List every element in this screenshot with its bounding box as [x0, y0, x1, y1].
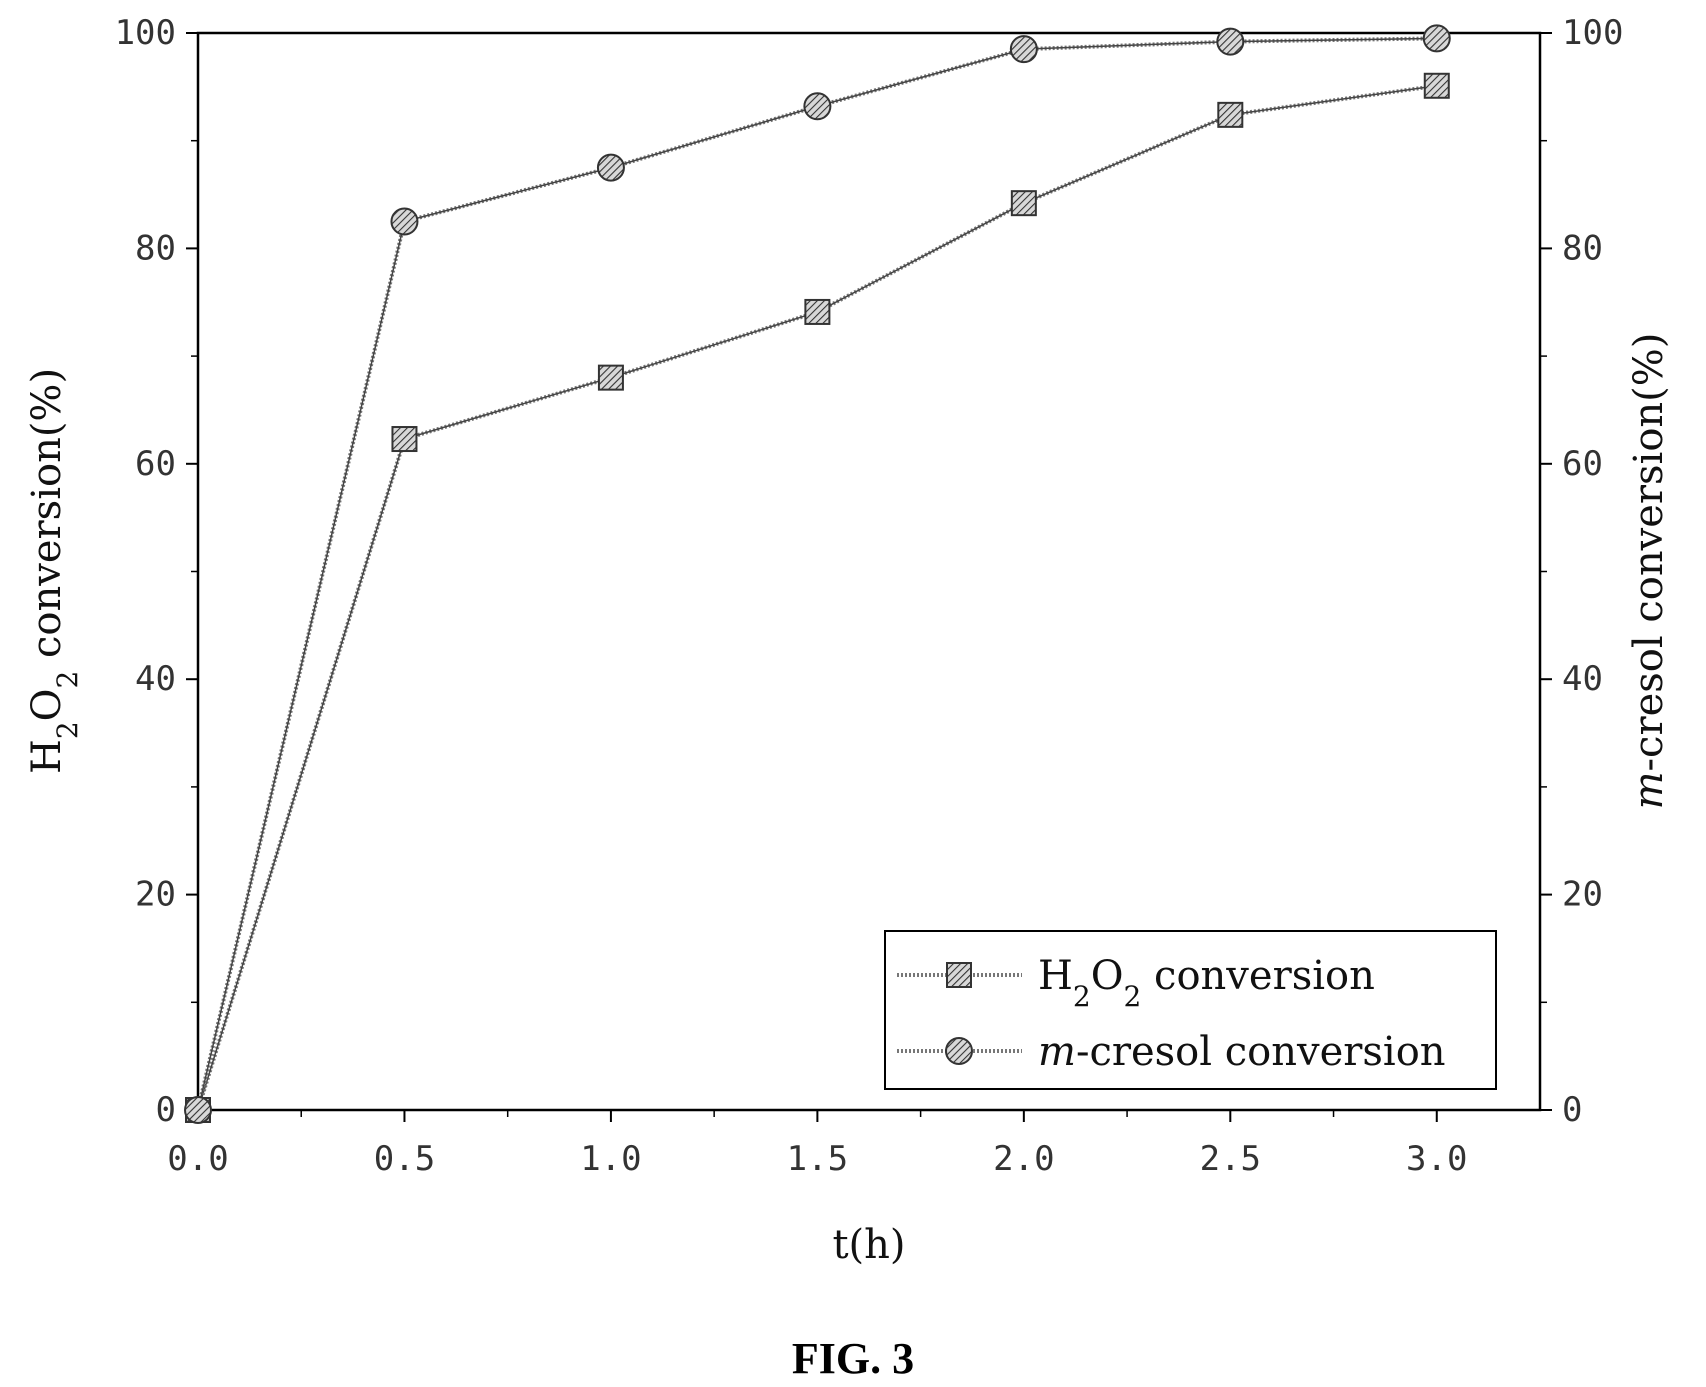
- y2-tick-label: 80: [1562, 228, 1603, 268]
- legend-item: H2O2 conversion: [897, 953, 1375, 1013]
- series-m-cresol: [184, 24, 1451, 1124]
- data-point: [1009, 35, 1038, 64]
- legend-label: H2O2 conversion: [1038, 953, 1375, 1013]
- data-point: [1422, 24, 1451, 53]
- y2-tick-label: 40: [1562, 659, 1603, 699]
- data-point: [1423, 72, 1450, 99]
- x-tick-label: 2.0: [993, 1139, 1054, 1179]
- data-point: [803, 92, 832, 121]
- y-tick-label: 20: [135, 875, 176, 915]
- y-tick-label: 60: [135, 444, 176, 484]
- x-tick-label: 1.0: [580, 1139, 641, 1179]
- x-tick-label: 1.5: [787, 1139, 848, 1179]
- y2-tick-label: 100: [1562, 13, 1623, 53]
- y2-tick-label: 60: [1562, 444, 1603, 484]
- data-point: [1217, 101, 1244, 128]
- axes-ticks: 0.0 0.5 1.0 1.5 2.0 2.5 3.0 0 20 40 60 80 100 0 20 40 60…: [115, 13, 1624, 1179]
- y-tick-label: 100: [115, 13, 176, 53]
- legend-label: m-cresol conversion: [1038, 1029, 1446, 1075]
- y-axis-title: H2O2 conversion(%): [24, 368, 84, 774]
- data-point: [391, 426, 418, 453]
- x-tick-label: 3.0: [1406, 1139, 1467, 1179]
- data-point: [597, 364, 624, 391]
- data-point: [596, 153, 625, 182]
- x-axis-title: t(h): [832, 1222, 905, 1268]
- y2-axis-title: m-cresol conversion(%): [1626, 333, 1672, 810]
- figure-caption: FIG. 3: [792, 1334, 914, 1383]
- data-point: [1010, 190, 1037, 217]
- y-tick-label: 0: [156, 1090, 176, 1130]
- data-point: [804, 298, 831, 325]
- y-tick-label: 40: [135, 659, 176, 699]
- data-point: [184, 1096, 212, 1124]
- y-tick-label: 80: [135, 228, 176, 268]
- data-point: [1216, 27, 1245, 56]
- y2-tick-label: 20: [1562, 875, 1603, 915]
- x-tick-label: 0.0: [167, 1139, 228, 1179]
- legend-box: [884, 930, 1497, 1090]
- series-layer: [184, 24, 1451, 1124]
- data-point: [390, 207, 419, 236]
- legend-marker: [946, 962, 972, 988]
- x-tick-label: 2.5: [1200, 1139, 1261, 1179]
- legend-item: m-cresol conversion: [897, 1029, 1446, 1075]
- legend: H2O2 conversion m-cresol conversion: [884, 930, 1497, 1090]
- x-tick-label: 0.5: [374, 1139, 435, 1179]
- legend-marker: [945, 1037, 973, 1065]
- y2-tick-label: 0: [1562, 1090, 1582, 1130]
